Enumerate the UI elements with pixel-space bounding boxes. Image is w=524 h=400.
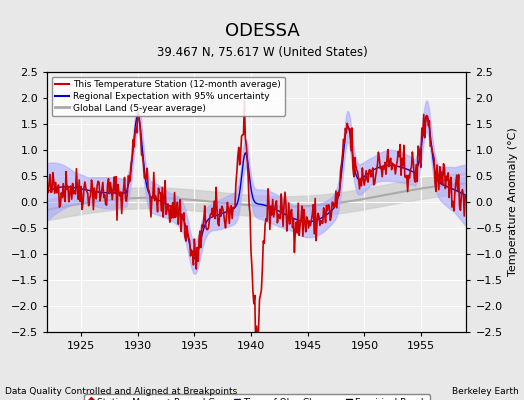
Text: ODESSA: ODESSA [225, 22, 299, 40]
Text: Berkeley Earth: Berkeley Earth [452, 387, 519, 396]
Text: 39.467 N, 75.617 W (United States): 39.467 N, 75.617 W (United States) [157, 46, 367, 59]
Text: Data Quality Controlled and Aligned at Breakpoints: Data Quality Controlled and Aligned at B… [5, 387, 237, 396]
Legend: Station Move, Record Gap, Time of Obs. Change, Empirical Break: Station Move, Record Gap, Time of Obs. C… [84, 394, 430, 400]
Y-axis label: Temperature Anomaly (°C): Temperature Anomaly (°C) [508, 128, 518, 276]
